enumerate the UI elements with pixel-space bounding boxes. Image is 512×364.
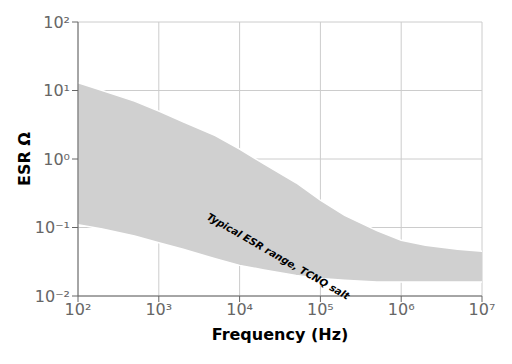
svg-text:10⁻¹: 10⁻¹: [35, 218, 70, 237]
svg-text:10³: 10³: [145, 300, 172, 319]
svg-text:10⁰: 10⁰: [43, 150, 70, 169]
svg-text:10⁴: 10⁴: [226, 300, 253, 319]
svg-text:Frequency (Hz): Frequency (Hz): [212, 325, 349, 344]
svg-text:10²: 10²: [43, 13, 70, 32]
svg-text:10⁻²: 10⁻²: [35, 287, 70, 306]
svg-text:Typical ESR range, TCNQ salt: Typical ESR range, TCNQ salt: [205, 211, 352, 302]
svg-text:10⁵: 10⁵: [307, 300, 334, 319]
svg-text:ESR Ω: ESR Ω: [15, 132, 34, 186]
svg-text:10⁶: 10⁶: [388, 300, 415, 319]
svg-text:10²: 10²: [64, 300, 92, 320]
svg-text:10⁷: 10⁷: [469, 300, 496, 319]
svg-text:10¹: 10¹: [43, 81, 70, 100]
